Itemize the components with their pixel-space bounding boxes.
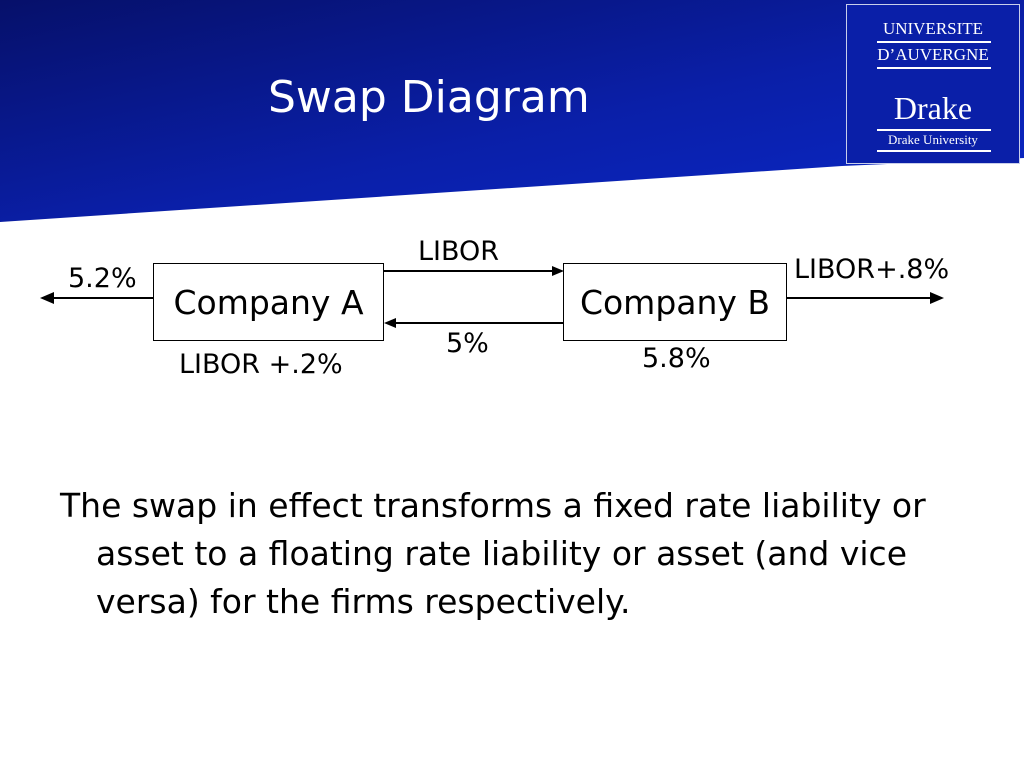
- header-banner: [0, 0, 1024, 222]
- company-b-box: Company B: [563, 263, 787, 341]
- logo-rule-middle: [877, 67, 991, 69]
- logo-line-1: UNIVERSITE: [882, 19, 984, 38]
- logo-brand: Drake: [893, 90, 973, 126]
- arrowhead-b-out: [930, 292, 944, 304]
- logo-rule-upper-small: [877, 129, 991, 131]
- flow-label-fixed: 5%: [446, 328, 489, 359]
- body-paragraph: The swap in effect transforms a fixed ra…: [60, 486, 926, 621]
- logo-line-2: D’AUVERGNE: [877, 45, 989, 64]
- company-a-box: Company A: [153, 263, 384, 341]
- flow-label-b-below: 5.8%: [642, 343, 711, 374]
- slide-title: Swap Diagram: [268, 72, 590, 123]
- flow-label-a-out: 5.2%: [68, 263, 137, 294]
- university-logo: UNIVERSITE D’AUVERGNE Drake Drake Univer…: [846, 4, 1020, 164]
- arrowhead-to-a: [384, 318, 396, 328]
- company-a-label: Company A: [173, 282, 364, 322]
- flow-label-a-below: LIBOR +.2%: [179, 349, 343, 380]
- logo-rule-bottom: [877, 150, 991, 152]
- flow-label-libor: LIBOR: [418, 236, 500, 267]
- logo-subtitle: Drake University: [888, 132, 978, 147]
- flow-label-b-out: LIBOR+.8%: [794, 254, 950, 285]
- logo-rule-top: [877, 41, 991, 43]
- arrowhead-a-out: [40, 292, 54, 304]
- company-b-label: Company B: [579, 282, 771, 322]
